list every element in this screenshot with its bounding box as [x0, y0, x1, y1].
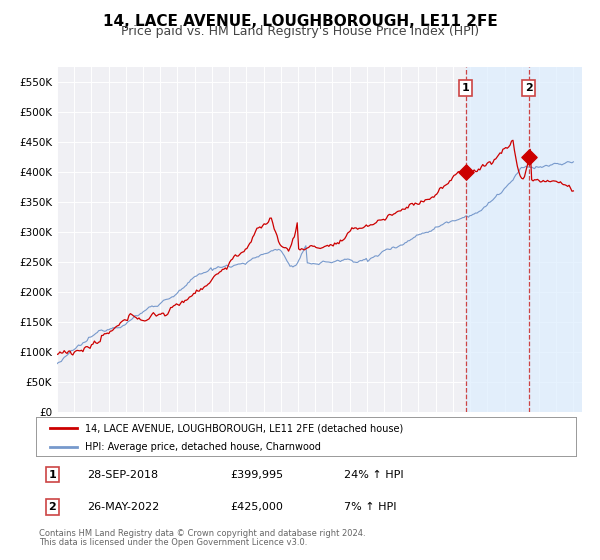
Text: 7% ↑ HPI: 7% ↑ HPI: [344, 502, 396, 512]
Text: 1: 1: [49, 470, 56, 480]
Text: 2: 2: [525, 83, 533, 93]
Bar: [466, 67, 582, 412]
Text: 28-SEP-2018: 28-SEP-2018: [88, 470, 158, 480]
Text: Contains HM Land Registry data © Crown copyright and database right 2024.: Contains HM Land Registry data © Crown c…: [39, 530, 365, 539]
Point: [524, 152, 533, 161]
Text: 2: 2: [49, 502, 56, 512]
Text: £425,000: £425,000: [230, 502, 283, 512]
Text: Price paid vs. HM Land Registry's House Price Index (HPI): Price paid vs. HM Land Registry's House …: [121, 25, 479, 38]
Text: £399,995: £399,995: [230, 470, 284, 480]
Text: 14, LACE AVENUE, LOUGHBOROUGH, LE11 2FE: 14, LACE AVENUE, LOUGHBOROUGH, LE11 2FE: [103, 14, 497, 29]
Text: HPI: Average price, detached house, Charnwood: HPI: Average price, detached house, Char…: [85, 442, 320, 451]
Text: 1: 1: [462, 83, 470, 93]
Text: 14, LACE AVENUE, LOUGHBOROUGH, LE11 2FE (detached house): 14, LACE AVENUE, LOUGHBOROUGH, LE11 2FE …: [85, 423, 403, 433]
Point: [461, 167, 470, 176]
Text: 26-MAY-2022: 26-MAY-2022: [88, 502, 160, 512]
Text: 24% ↑ HPI: 24% ↑ HPI: [344, 470, 403, 480]
Text: This data is licensed under the Open Government Licence v3.0.: This data is licensed under the Open Gov…: [39, 539, 307, 548]
